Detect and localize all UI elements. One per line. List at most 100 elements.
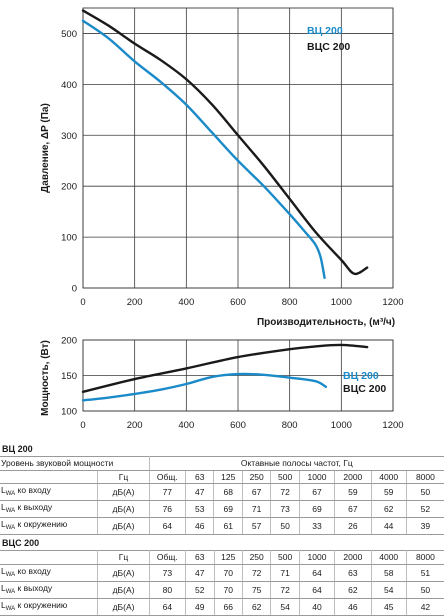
table-cell: 72 [270,483,300,502]
table-cell: 26 [334,517,372,536]
cell-value: 46 [348,601,358,612]
table-cell: 62 [371,500,407,519]
table-cell: 53 [185,500,215,519]
cell-value: 50 [280,521,290,532]
table-cell: 75 [242,581,272,599]
cell-value: 61 [223,521,233,532]
row-label-sub: WA [5,525,16,532]
table-column-header: Гц Общ. 63 125 250 500 1000 2000 4000 8000 [0,550,444,565]
table-cell: 72 [270,581,300,599]
row-label-sub: WA [5,571,16,578]
column-header-text: 8000 [415,471,435,482]
series-line-vc200 [81,19,326,280]
table-cell: 44 [371,517,407,536]
row-label-sub: WA [5,491,16,498]
x-tick-label: 600 [230,297,246,308]
sound-power-table: Уровень звуковой мощности Октавные полос… [0,456,444,536]
cell-value: 70 [223,567,233,578]
table-cell: 33 [299,517,336,536]
table-column-header: Гц Общ. 63 125 250 500 1000 2000 4000 8000 [0,470,444,485]
table-row: LWA к окружению дБ(А) 64 46 61 57 50 33 26 44 39 [0,517,444,536]
table-cell: 46 [185,517,215,536]
cell-value: 71 [280,567,290,578]
table-cell: 64 [299,581,336,599]
cell-value: 80 [162,584,173,595]
table-title: ВЦС 200 [2,538,40,548]
cell-value: 26 [348,521,358,532]
table-cell: 47 [185,483,215,502]
table-cell: 64 [149,517,187,536]
sound-table-vcs: ВЦС 200 Гц Общ. 63 125 250 500 1000 2000 4000 800… [0,537,445,616]
row-unit-text: дБ(А) [112,584,135,595]
column-header-text: 1000 [307,471,327,482]
x-tick-label: 400 [178,297,194,308]
row-label-main: L [1,485,6,496]
table-cell: 59 [334,483,372,502]
table-cell: 50 [406,483,444,502]
row-label: LWA к окружению [0,598,99,616]
cell-value: 62 [348,584,358,595]
row-unit: дБ(А) [97,564,150,582]
cell-value: 53 [195,504,205,515]
row-unit-text: дБ(А) [112,521,135,532]
table-cell: 67 [299,483,336,502]
table-cell: 68 [213,483,243,502]
column-header: 8000 [406,550,444,565]
column-header-text: Общ. [156,471,178,482]
legend-entry: ВЦ 200 [307,25,343,37]
column-header-text: 63 [195,552,205,563]
table-cell: 61 [213,517,243,536]
x-tick-label: 800 [282,420,298,431]
cell-value: 67 [312,487,322,498]
row-label: LWA к выходу [0,581,99,599]
series-line-vcs200 [81,343,369,394]
cell-value: 71 [251,504,262,515]
header-label: Уровень звуковой мощности [0,456,150,471]
table-cell: 59 [371,483,407,502]
cell-value: 64 [162,521,173,532]
column-header-text: 500 [278,471,293,482]
column-header-text: 8000 [415,552,435,563]
row-label-rest: ко входу [15,485,51,496]
table-row: LWA к выходу дБ(А) 80 52 70 75 72 64 62 54 50 [0,581,444,599]
table-row: LWA к окружению дБ(А) 64 49 66 62 54 40 46 45 42 [0,598,444,616]
cell-value: 52 [195,584,205,595]
row-label-main: L [1,582,6,593]
row-unit-text: дБ(А) [112,504,135,515]
cell-value: 50 [420,584,431,595]
pressure-chart: 0 200 400 600 800 1000 1200 0 100 200 300 400 500 Про… [40,7,404,328]
row-unit-text: дБ(А) [112,567,135,578]
row-label: LWA к выходу [0,500,99,519]
table-cell: 70 [214,564,243,582]
column-header: Общ. [149,470,187,485]
table-cell: 73 [149,564,187,582]
row-label: LWA к окружению [0,517,99,536]
y-tick-label: 500 [61,29,77,40]
cell-value: 72 [251,567,262,578]
table-cell: 45 [371,598,407,616]
x-tick-label: 200 [127,420,143,431]
column-header-text: 250 [249,552,264,563]
column-header: 125 [214,550,243,565]
table-cell: 40 [299,598,336,616]
column-header: 250 [242,550,272,565]
table-row: LWA ко входу дБ(А) 73 47 70 72 71 64 63 58 51 [0,564,444,582]
table-cell: 76 [149,500,187,519]
table-cell: 67 [242,483,272,502]
table-cell: 57 [242,517,272,536]
y-tick-label: 100 [61,233,77,244]
table-cell: 54 [371,581,407,599]
table-cell: 70 [214,581,243,599]
cell-value: 46 [195,521,205,532]
row-label-rest: ко входу [15,565,51,576]
table-cell: 51 [406,564,444,582]
table-cell: 63 [334,564,372,582]
row-unit: дБ(А) [97,500,150,519]
column-header-text: 2000 [343,552,363,563]
table-cell: 64 [299,564,336,582]
table-cell: 73 [270,500,300,519]
cell-value: 67 [251,487,262,498]
table-cell: 50 [406,581,444,599]
cell-value: 45 [383,601,394,612]
cell-value: 67 [348,504,358,515]
